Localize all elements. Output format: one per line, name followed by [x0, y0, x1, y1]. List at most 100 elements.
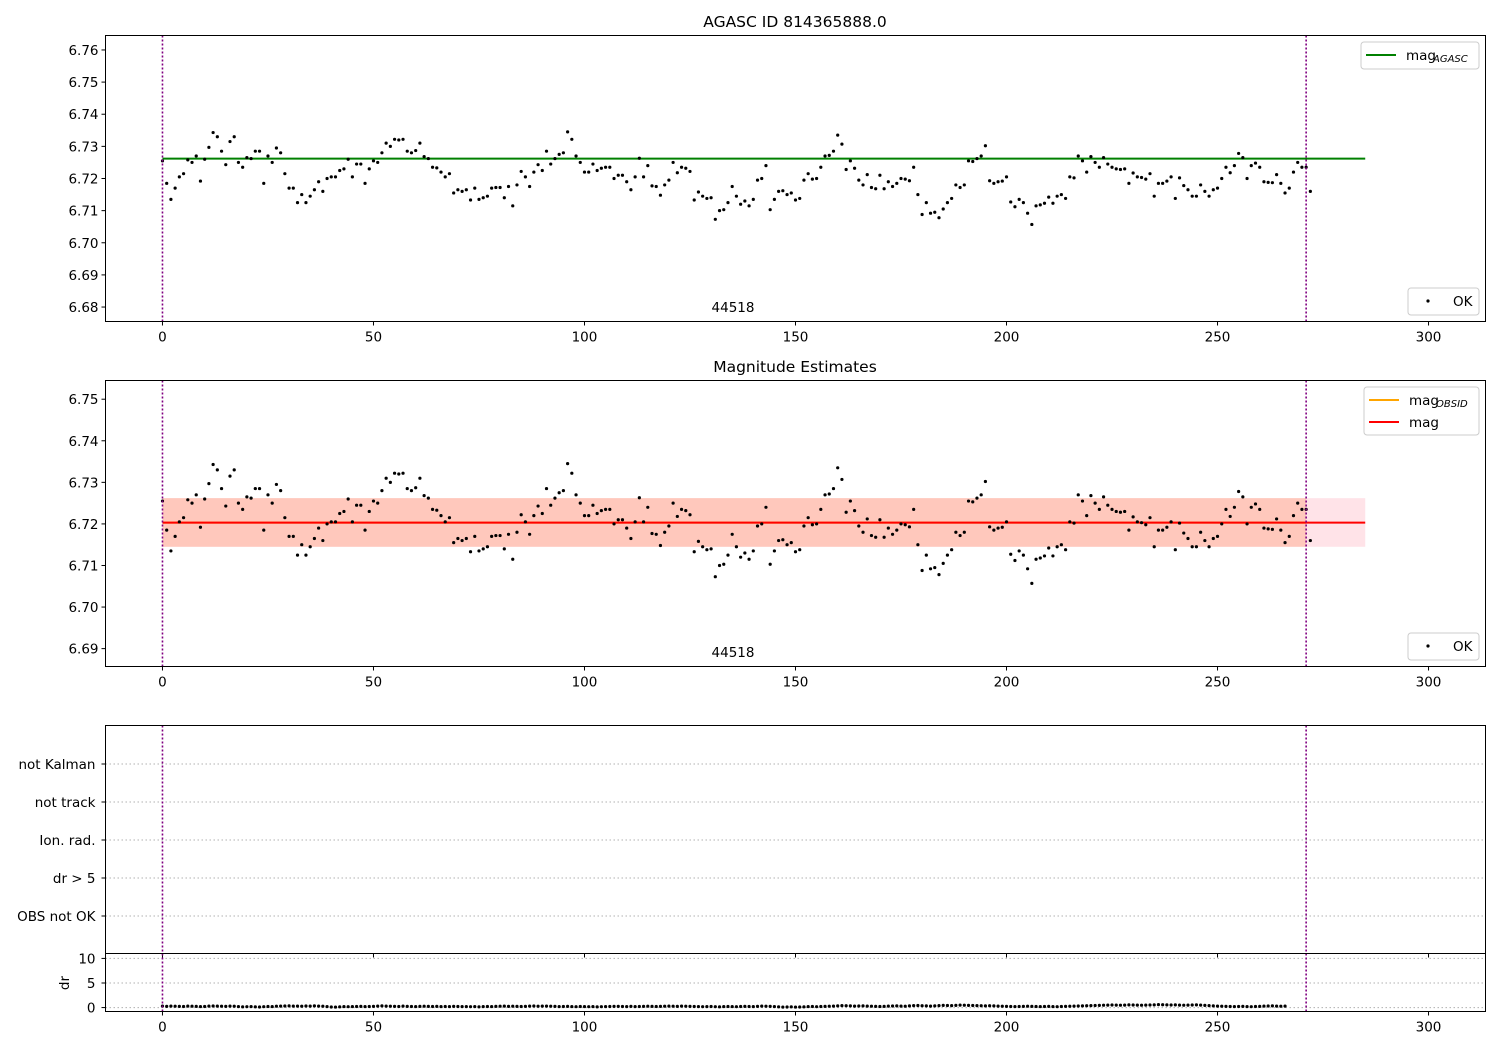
mag-point	[903, 177, 907, 181]
mag-point	[519, 169, 523, 174]
legend-ok-marker-2	[1426, 644, 1430, 648]
x-tick-label: 250	[1205, 1020, 1231, 1036]
mag-point	[671, 501, 675, 505]
mag-point	[384, 141, 388, 145]
mag-point	[418, 476, 422, 480]
mag-point	[1026, 211, 1030, 215]
dr-point	[869, 1004, 874, 1008]
dr-point	[798, 1005, 802, 1009]
dr-point	[751, 1004, 755, 1009]
mag-point	[962, 530, 966, 534]
mag-point	[692, 198, 696, 202]
mag-point	[705, 548, 709, 552]
mag-point	[1085, 514, 1089, 518]
dr-point	[785, 1005, 789, 1009]
mag-point	[705, 196, 709, 201]
mag-point	[692, 550, 696, 554]
mag-point	[177, 520, 181, 524]
y-tick-label: 6.69	[68, 642, 98, 658]
dr-point	[1093, 1003, 1097, 1008]
mag-point	[1017, 197, 1021, 201]
dr-point	[620, 1004, 625, 1009]
mag-point	[890, 184, 895, 189]
mag-point	[992, 181, 996, 185]
mag-point	[371, 499, 376, 503]
dr-point	[671, 1004, 675, 1008]
dr-point	[544, 1004, 549, 1008]
dr-point	[561, 1004, 565, 1009]
dr-point	[1237, 1004, 1241, 1009]
mag-point	[886, 180, 890, 184]
panel1-legend-top: mag AGASC	[1360, 41, 1480, 70]
mag-point	[1101, 156, 1106, 160]
mag-point	[646, 505, 650, 509]
mag-point	[819, 165, 823, 169]
mag-point	[679, 507, 684, 511]
dr-point	[270, 1004, 274, 1009]
mag-point	[772, 197, 776, 201]
dr-point	[806, 1004, 810, 1009]
dr-point	[852, 1004, 857, 1008]
dr-point	[747, 1004, 751, 1009]
mag-point	[658, 543, 663, 548]
mag-point	[743, 551, 747, 555]
dr-point	[1258, 1004, 1262, 1008]
x-tick-label: 300	[1416, 330, 1442, 346]
mag-point	[194, 154, 198, 158]
dr-point	[958, 1003, 962, 1007]
mag-point	[988, 179, 992, 183]
mag-point	[717, 209, 722, 213]
dr-point	[633, 1004, 637, 1009]
mag-point	[422, 155, 426, 159]
mag-point	[907, 525, 912, 529]
dr-point	[219, 1004, 224, 1008]
dr-point	[983, 1004, 988, 1008]
dr-point	[865, 1004, 869, 1008]
dr-point	[654, 1004, 658, 1009]
mag-point	[228, 139, 232, 144]
dr-point	[460, 1004, 464, 1009]
mag-point	[557, 491, 561, 495]
mag-point	[321, 189, 325, 193]
dr-point	[899, 1004, 903, 1008]
mag-point	[207, 145, 211, 149]
mag-point	[582, 514, 587, 518]
dr-point	[1123, 1003, 1127, 1007]
panel4-ylabel: dr	[57, 975, 73, 990]
dr-point	[789, 1005, 793, 1009]
dr-point	[1139, 1003, 1144, 1007]
dr-point	[477, 1005, 481, 1009]
mag-point	[325, 176, 329, 181]
mag-point	[232, 468, 236, 472]
mag-point	[844, 510, 848, 514]
mag-point	[203, 157, 207, 161]
mag-point	[983, 144, 988, 148]
mag-point	[878, 518, 882, 522]
dr-point	[920, 1004, 924, 1008]
dr-point	[578, 1004, 582, 1009]
mag-point	[266, 154, 270, 158]
mag-point	[815, 176, 819, 181]
mag-point	[1047, 195, 1051, 199]
mag-point	[376, 501, 380, 505]
mag-point	[730, 532, 734, 536]
mag-point	[245, 495, 249, 499]
mag-point	[1224, 507, 1228, 511]
dr-point	[1253, 1004, 1258, 1009]
dr-point	[823, 1004, 827, 1008]
mag-point	[194, 493, 198, 497]
mag-point	[785, 543, 789, 547]
mag-point	[557, 152, 561, 156]
mag-point	[566, 130, 570, 134]
mag-point	[958, 533, 962, 538]
dr-point	[574, 1005, 578, 1009]
mag-point	[464, 188, 468, 192]
mag-point	[709, 196, 713, 200]
dr-point	[988, 1004, 992, 1008]
mag-point	[253, 486, 257, 491]
mag-point	[751, 197, 755, 201]
dr-point	[844, 1004, 848, 1008]
mag-point	[262, 181, 266, 185]
mag-point	[709, 547, 713, 551]
mag-point	[852, 166, 857, 170]
